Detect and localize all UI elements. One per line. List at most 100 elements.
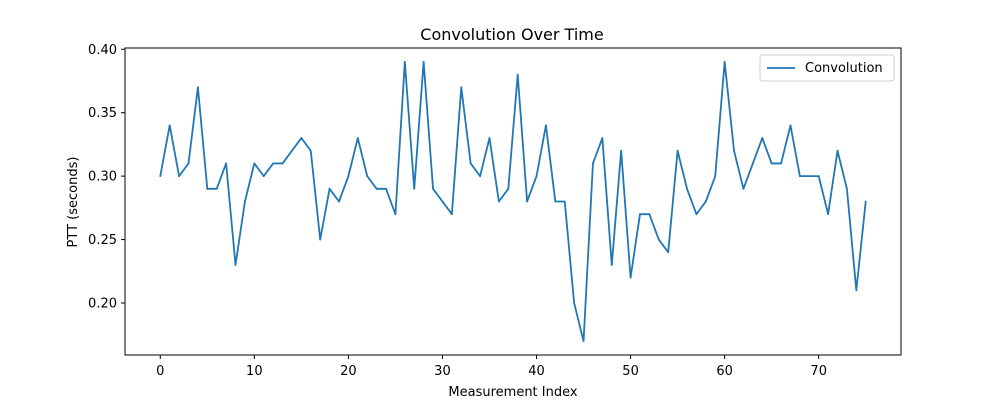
data-point	[516, 73, 519, 76]
data-point	[733, 149, 735, 152]
data-point	[770, 162, 773, 165]
data-point	[667, 251, 670, 254]
data-point	[479, 175, 481, 178]
data-point	[789, 124, 792, 127]
data-point	[545, 124, 547, 127]
x-tick-label: 30	[434, 364, 451, 379]
data-point	[262, 175, 265, 178]
data-point	[394, 213, 397, 216]
data-point	[610, 264, 613, 266]
data-point	[855, 289, 858, 292]
data-point	[385, 187, 387, 190]
data-point	[197, 86, 199, 89]
x-tick-label: 0	[156, 364, 164, 379]
data-point	[601, 137, 604, 139]
data-point	[723, 61, 726, 63]
x-tick-label: 10	[246, 364, 263, 379]
data-point	[413, 187, 416, 190]
data-point	[639, 213, 641, 216]
data-point	[319, 238, 322, 241]
data-point	[507, 187, 510, 190]
data-point	[432, 187, 434, 190]
y-tick-label: 0.40	[88, 43, 117, 58]
data-point	[460, 86, 463, 89]
data-point	[328, 187, 331, 190]
data-point	[488, 137, 491, 139]
data-point	[366, 175, 369, 178]
data-point	[535, 175, 538, 178]
data-point	[836, 149, 839, 152]
data-point	[751, 162, 754, 165]
x-tick-label: 20	[340, 364, 357, 379]
data-point	[864, 200, 867, 203]
data-point	[648, 213, 651, 216]
data-point	[657, 238, 660, 241]
data-point	[761, 137, 764, 139]
data-point	[582, 340, 585, 342]
data-point	[253, 162, 256, 165]
data-point	[846, 187, 848, 190]
data-point	[356, 137, 359, 139]
data-point	[187, 162, 190, 165]
data-point	[676, 149, 679, 152]
data-point	[497, 200, 500, 203]
x-axis: 0 10 20 30 40 50 60 70	[156, 355, 827, 379]
data-point	[300, 137, 303, 139]
data-point	[422, 61, 425, 63]
y-tick-label: 0.30	[88, 170, 117, 185]
data-point	[291, 149, 293, 152]
x-tick-label: 50	[622, 364, 639, 379]
y-tick-label: 0.25	[88, 233, 117, 248]
data-point	[469, 162, 472, 165]
data-point	[742, 187, 745, 190]
data-point	[215, 187, 218, 190]
data-point	[159, 175, 162, 178]
data-point	[827, 213, 829, 216]
data-point	[347, 175, 350, 178]
legend-label-convolution: Convolution	[805, 61, 883, 76]
data-point	[168, 124, 171, 127]
y-axis-label: PTT (seconds)	[66, 157, 81, 248]
data-point	[234, 264, 237, 266]
data-point	[808, 175, 811, 178]
data-point	[206, 187, 209, 190]
x-tick-label: 40	[528, 364, 545, 379]
data-point	[714, 175, 717, 178]
plot-area-frame	[124, 47, 902, 356]
data-point	[272, 162, 275, 165]
data-point	[375, 187, 378, 190]
data-point	[629, 276, 632, 279]
data-point	[592, 162, 594, 165]
x-axis-label: Measurement Index	[448, 385, 577, 400]
data-point	[225, 162, 228, 165]
data-point	[450, 213, 453, 216]
data-point	[403, 61, 406, 63]
data-point	[281, 162, 284, 165]
data-point	[817, 175, 820, 178]
data-point	[620, 149, 623, 152]
y-tick-label: 0.35	[88, 106, 117, 121]
data-point	[573, 302, 576, 304]
data-point	[780, 162, 782, 165]
data-point	[686, 187, 688, 190]
data-points	[159, 61, 867, 342]
data-point	[563, 200, 566, 203]
legend-box	[759, 54, 895, 82]
data-point	[704, 200, 707, 203]
legend: Convolution	[759, 54, 895, 82]
y-axis: 0.20 0.25 0.30 0.35 0.40	[88, 43, 125, 311]
data-point	[798, 175, 801, 178]
x-tick-label: 70	[810, 364, 827, 379]
data-point	[695, 213, 698, 216]
y-tick-label: 0.20	[88, 296, 117, 311]
chart-title: Convolution Over Time	[420, 25, 603, 44]
series-line-convolution	[159, 61, 867, 342]
data-point	[554, 200, 557, 203]
data-point	[178, 175, 180, 178]
data-point	[244, 200, 246, 203]
x-tick-label: 60	[716, 364, 733, 379]
data-point	[309, 149, 312, 152]
data-point	[338, 200, 340, 203]
